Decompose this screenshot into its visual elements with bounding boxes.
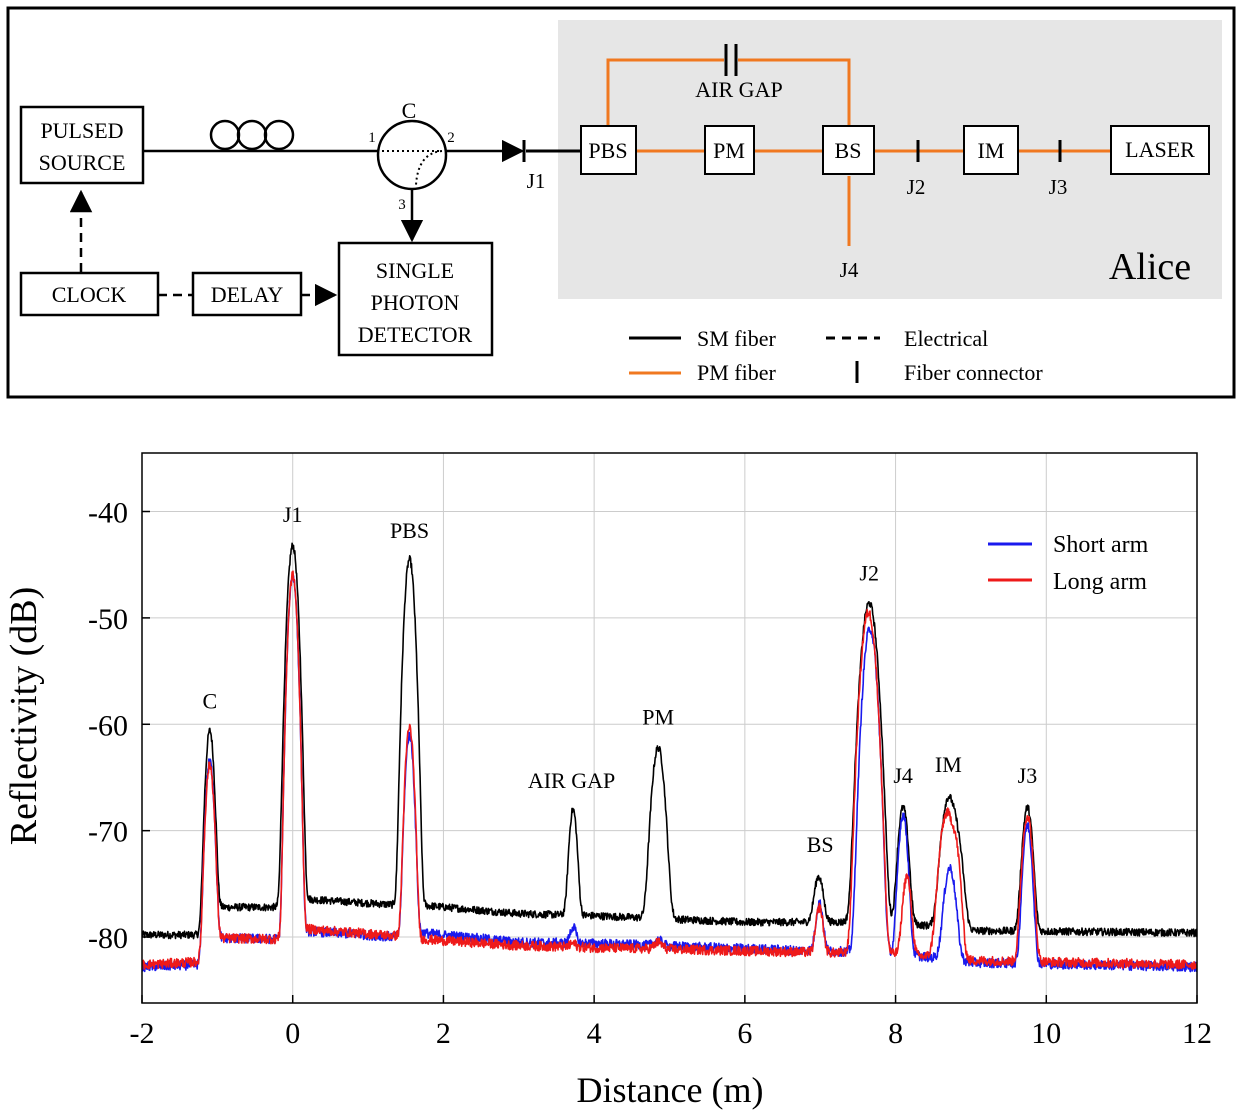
svg-text:Fiber connector: Fiber connector — [904, 360, 1043, 385]
y-tick-label: -60 — [88, 709, 128, 742]
peak-label: J3 — [1018, 763, 1038, 788]
connector-j4-label: J4 — [840, 258, 859, 282]
chart-series — [142, 542, 1197, 973]
series-line-short-arm — [142, 575, 1197, 973]
x-axis-title: Distance (m) — [577, 1070, 764, 1110]
pm-fiber-paths — [606, 58, 1111, 246]
chart-grid — [142, 453, 1197, 1003]
svg-text:DETECTOR: DETECTOR — [358, 322, 473, 347]
pbs-box: PBS — [580, 125, 637, 175]
peak-label: IM — [935, 752, 962, 777]
setup-diagram: C 1 2 3 AIR GAP J1 J2 J3 J4 — [6, 6, 1236, 399]
circulator-port-3: 3 — [398, 197, 406, 213]
delay-box: DELAY — [191, 271, 303, 317]
bs-box: BS — [822, 125, 875, 175]
y-tick-label: -70 — [88, 816, 128, 849]
y-axis-title: Reflectivity (dB) — [3, 587, 45, 846]
series-line-long-arm — [142, 570, 1197, 970]
clock-box: CLOCK — [19, 271, 160, 317]
peak-label: PM — [642, 704, 674, 729]
fiber-connectors — [522, 140, 1062, 162]
legend-short-arm-label: Short arm — [1053, 532, 1149, 558]
legend-long-arm-label: Long arm — [1053, 569, 1147, 595]
air-gap-label: AIR GAP — [695, 77, 782, 102]
peak-label: J1 — [283, 502, 303, 527]
reflectivity-chart: -2 0 2 4 6 8 10 12 -40 -50 -60 -70 -80 C J1 PBS AIR GAP… — [3, 452, 1212, 1110]
x-tick-label: 2 — [436, 1017, 451, 1050]
connector-j3-label: J3 — [1049, 175, 1068, 199]
air-gap-symbol — [724, 44, 738, 76]
peak-labels: C J1 PBS AIR GAP PM BS J2 J4 IM J3 — [202, 502, 1037, 857]
svg-text:SINGLE: SINGLE — [376, 258, 454, 283]
electrical-lines — [69, 189, 338, 307]
svg-text:PM fiber: PM fiber — [697, 360, 777, 385]
circulator: C 1 2 3 — [368, 98, 455, 213]
im-box: IM — [963, 125, 1019, 175]
peak-label: J4 — [893, 763, 913, 788]
y-tick-label: -80 — [88, 922, 128, 955]
svg-text:PM: PM — [713, 138, 745, 163]
svg-text:DELAY: DELAY — [211, 282, 284, 307]
alice-label: Alice — [1109, 246, 1191, 288]
svg-text:CLOCK: CLOCK — [52, 282, 127, 307]
x-tick-label: 12 — [1182, 1017, 1212, 1050]
pulsed-source-box: PULSED SOURCE — [19, 105, 145, 185]
circulator-port-1: 1 — [368, 130, 376, 146]
svg-text:SM fiber: SM fiber — [697, 326, 777, 351]
pm-box: PM — [704, 125, 755, 175]
svg-text:PBS: PBS — [588, 138, 627, 163]
chart-legend: Short arm Long arm — [988, 532, 1149, 595]
svg-text:BS: BS — [835, 138, 862, 163]
plot-frame — [141, 452, 1198, 1004]
y-tick-label: -40 — [88, 497, 128, 530]
svg-text:PHOTON: PHOTON — [371, 290, 460, 315]
peak-label: PBS — [390, 518, 429, 543]
x-tick-label: 8 — [888, 1017, 903, 1050]
connector-j1-label: J1 — [527, 169, 546, 193]
svg-text:SOURCE: SOURCE — [39, 150, 126, 175]
x-tick-label: 10 — [1031, 1017, 1061, 1050]
svg-text:Electrical: Electrical — [904, 326, 988, 351]
laser-box: LASER — [1110, 125, 1210, 175]
detector-box: SINGLE PHOTON DETECTOR — [337, 241, 494, 357]
connector-j2-label: J2 — [907, 175, 926, 199]
x-tick-label: 6 — [737, 1017, 752, 1050]
x-tick-label: -2 — [130, 1017, 155, 1050]
fiber-coil-icon — [209, 119, 295, 151]
peak-label: C — [202, 688, 217, 713]
circulator-port-2: 2 — [447, 130, 455, 146]
x-tick-label: 0 — [285, 1017, 300, 1050]
svg-text:LASER: LASER — [1125, 137, 1195, 162]
diagram-legend: SM fiber PM fiber Electrical Fiber conne… — [629, 326, 1043, 385]
svg-text:IM: IM — [978, 138, 1005, 163]
circulator-label: C — [402, 98, 417, 123]
svg-text:PULSED: PULSED — [40, 118, 123, 143]
x-tick-label: 4 — [587, 1017, 602, 1050]
y-tick-label: -50 — [88, 603, 128, 636]
peak-label: BS — [807, 832, 834, 857]
peak-label: AIR GAP — [528, 768, 615, 793]
peak-label: J2 — [859, 561, 879, 586]
chart-ticks: -2 0 2 4 6 8 10 12 -40 -50 -60 -70 -80 — [88, 497, 1212, 1050]
